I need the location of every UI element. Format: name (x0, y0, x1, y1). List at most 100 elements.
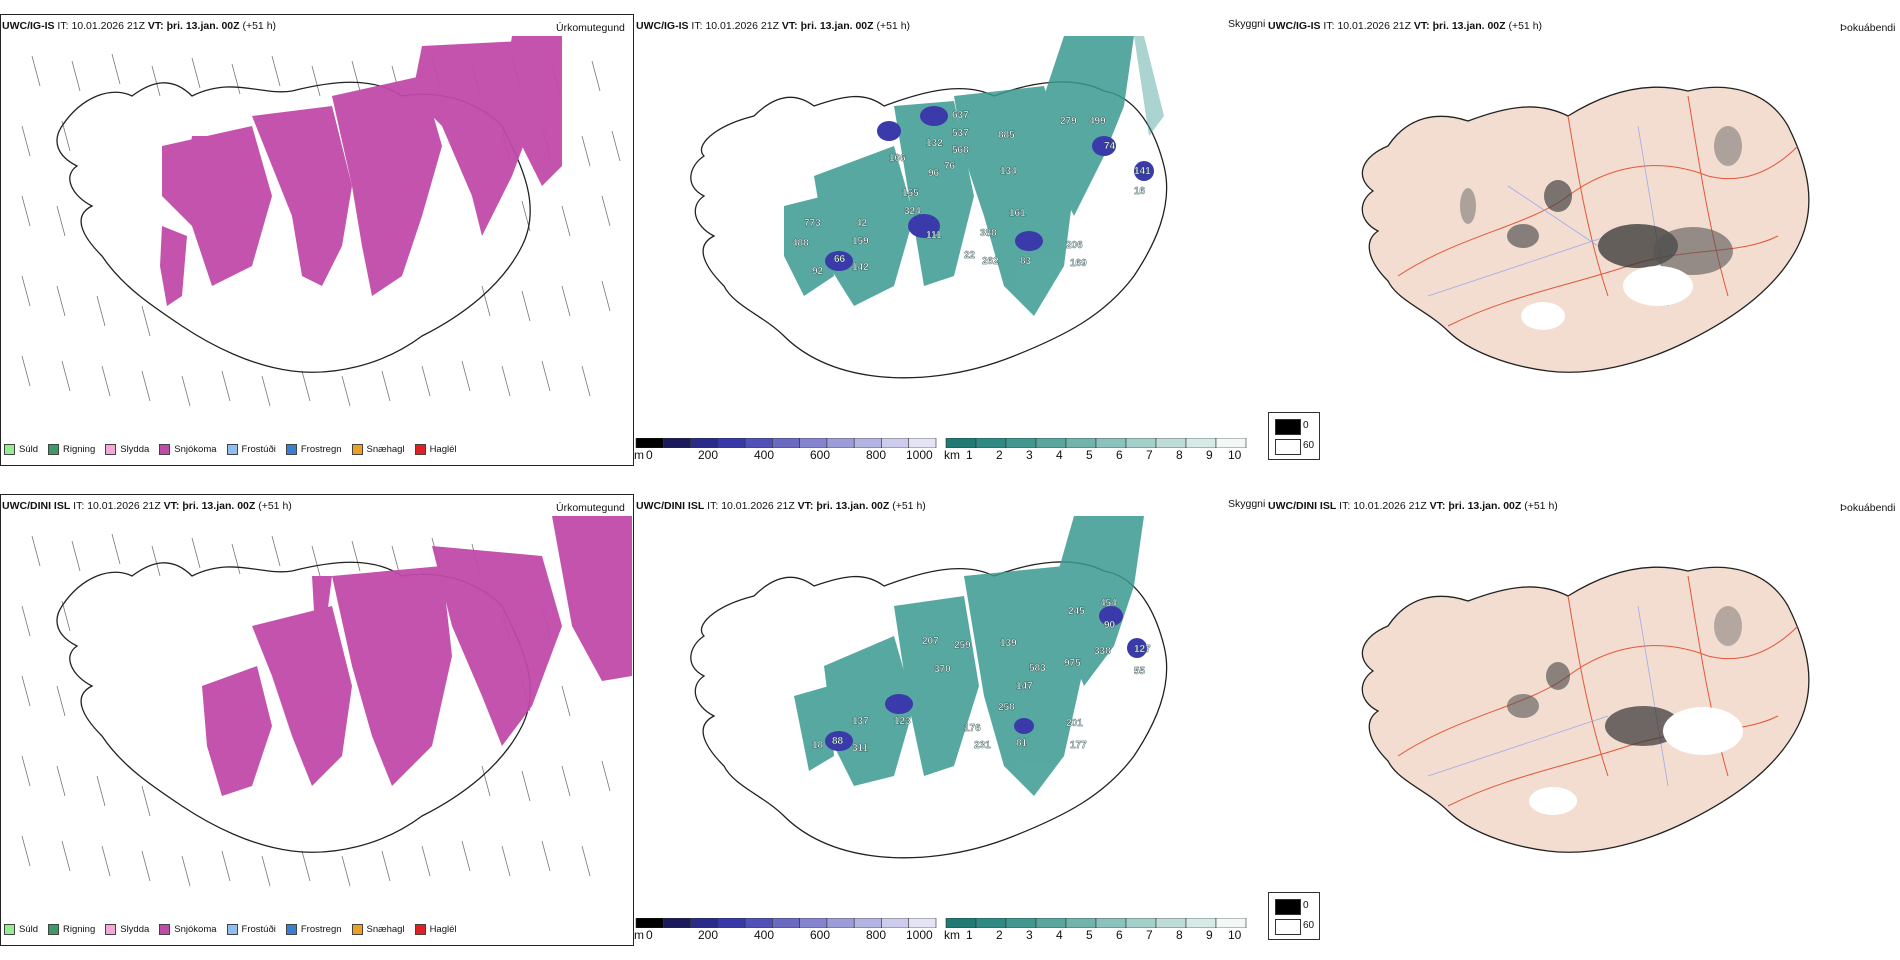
colorbar-segment (975, 438, 1007, 448)
colorbar-segment (1125, 438, 1157, 448)
colorbar-segment (690, 438, 719, 448)
legend-swatch (285, 924, 297, 935)
fog-legend-swatch-dark (1275, 419, 1301, 435)
svg-text:258: 258 (998, 702, 1015, 713)
colorbar-segment (1035, 438, 1067, 448)
colorbar-segment (1065, 918, 1097, 928)
legend-item: Haglél (414, 444, 457, 455)
svg-text:83: 83 (1020, 256, 1032, 267)
svg-text:338: 338 (1094, 646, 1111, 657)
legend-swatch (4, 924, 15, 935)
svg-text:123: 123 (894, 716, 911, 727)
colorbar-segment (945, 918, 977, 928)
svg-text:324: 324 (904, 206, 921, 217)
valid-time: þri. 13.jan. 00Z (166, 20, 240, 32)
svg-text:166: 166 (889, 153, 906, 164)
svg-text:142: 142 (852, 262, 869, 273)
panel-type-label: Skyggni (1228, 18, 1266, 30)
model-row-dini: UWC/DINI ISL IT: 10.01.2026 21Z VT: þri.… (0, 480, 1900, 960)
fog-index-map (1361, 566, 1810, 853)
legend-item: Frostregn (285, 444, 342, 455)
visibility-panel: UWC/DINI ISL IT: 10.01.2026 21Z VT: þri.… (634, 480, 1268, 950)
svg-text:262: 262 (982, 256, 999, 267)
lead-time: (+51 h) (258, 500, 292, 512)
panel-title: UWC/IG-IS IT: 10.01.2026 21Z VT: þri. 13… (2, 20, 277, 32)
colorbar-segment (717, 438, 746, 448)
colorbar-segment (881, 918, 910, 928)
panel-type-label: Þokuábendi (1840, 502, 1896, 514)
svg-text:90: 90 (1104, 620, 1116, 631)
colorbar-segment (826, 918, 855, 928)
legend-item: Súld (4, 444, 38, 455)
svg-text:111: 111 (926, 230, 942, 241)
panel-title: UWC/DINI ISL IT: 10.01.2026 21Z VT: þri.… (636, 500, 926, 512)
legend-item: Frostúði (226, 924, 276, 935)
svg-text:92: 92 (812, 266, 824, 277)
legend-swatch (48, 924, 60, 935)
legend-swatch (351, 444, 363, 455)
colorbar-segment (799, 438, 828, 448)
height-colorbar-strip (635, 438, 937, 448)
svg-text:583: 583 (1029, 663, 1046, 674)
colorbar-segment (945, 438, 977, 448)
svg-text:488: 488 (792, 238, 809, 249)
precip-type-legend: Súld Rigning Slydda Snjókoma Frostúði Fr… (4, 444, 457, 455)
colorbar-segment (908, 918, 937, 928)
legend-swatch (414, 924, 426, 935)
legend-swatch (226, 444, 238, 455)
svg-text:141: 141 (1134, 166, 1151, 177)
colorbar-segment (799, 918, 828, 928)
svg-text:637: 637 (952, 110, 969, 121)
svg-text:885: 885 (998, 130, 1015, 141)
colorbar-segment (744, 918, 773, 928)
snow-areas (160, 36, 562, 306)
svg-text:134: 134 (1000, 166, 1017, 177)
colorbar-segment (1095, 438, 1127, 448)
legend-item: Frostúði (226, 444, 276, 455)
colorbar-segment (1155, 918, 1187, 928)
colorbar-segment (1155, 438, 1187, 448)
colorbar-segment (881, 438, 910, 448)
svg-text:311: 311 (852, 743, 869, 754)
legend-swatch (159, 444, 171, 455)
fog-legend-swatch-dark (1275, 899, 1301, 915)
legend-swatch (351, 924, 363, 935)
model-label: UWC/DINI ISL (2, 500, 71, 512)
model-row-igis: UWC/IG-IS IT: 10.01.2026 21Z VT: þri. 13… (0, 14, 1895, 466)
precip-type-map (21, 36, 621, 407)
panel-title: UWC/DINI ISL IT: 10.01.2026 21Z VT: þri.… (1268, 500, 1558, 512)
valid-time: þri. 13.jan. 00Z (182, 500, 256, 512)
colorbar-segment (662, 438, 691, 448)
precip-type-legend: Súld Rigning Slydda Snjókoma Frostúði Fr… (4, 924, 457, 935)
panel-frame (0, 494, 634, 946)
svg-text:42: 42 (856, 218, 868, 229)
colorbar-segment (1215, 438, 1247, 448)
colorbar-segment (772, 438, 800, 448)
svg-text:975: 975 (1064, 658, 1081, 669)
fog-legend-swatch-light (1275, 439, 1301, 455)
fog-areas (1460, 126, 1742, 330)
svg-text:568: 568 (952, 145, 969, 156)
svg-text:206: 206 (1066, 240, 1083, 251)
svg-text:231: 231 (974, 740, 991, 751)
svg-text:176: 176 (964, 723, 981, 734)
colorbar-segment (662, 918, 691, 928)
fog-index-map (1361, 86, 1810, 373)
low-cloud-patches (825, 106, 1154, 271)
visibility-map: 773 488 92 66 159 42 142 324 111 166 132… (690, 36, 1168, 379)
legend-item: Haglél (414, 924, 457, 935)
low-visibility-areas (784, 36, 1164, 316)
svg-text:74: 74 (1104, 141, 1116, 152)
legend-item: Rigning (48, 444, 95, 455)
low-cloud-patches (825, 606, 1147, 751)
svg-text:81: 81 (1016, 738, 1028, 749)
fog-areas (1507, 606, 1743, 815)
fog-legend-swatch-light (1275, 919, 1301, 935)
svg-text:137: 137 (852, 716, 869, 727)
colorbar-segment (1065, 438, 1097, 448)
lead-time: (+51 h) (242, 20, 277, 32)
visibility-labels: 18 88 137 311 123 207 259 370 139 583 14… (812, 598, 1152, 754)
colorbar-segment (717, 918, 746, 928)
legend-item: Snjókoma (159, 924, 217, 935)
panel-title: UWC/DINI ISL IT: 10.01.2026 21Z VT: þri.… (2, 500, 292, 512)
